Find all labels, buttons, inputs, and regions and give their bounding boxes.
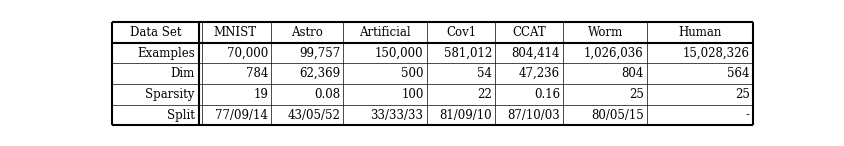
Text: 150,000: 150,000 — [375, 47, 424, 60]
Text: Data Set: Data Set — [130, 26, 181, 39]
Text: Artificial: Artificial — [360, 26, 411, 39]
Text: 80/05/15: 80/05/15 — [591, 109, 644, 122]
Text: Examples: Examples — [137, 47, 195, 60]
Text: 62,369: 62,369 — [299, 67, 340, 80]
Text: 99,757: 99,757 — [299, 47, 340, 60]
Text: CCAT: CCAT — [512, 26, 546, 39]
Text: 33/33/33: 33/33/33 — [371, 109, 424, 122]
Text: MNIST: MNIST — [214, 26, 257, 39]
Text: 0.16: 0.16 — [534, 88, 560, 101]
Text: Human: Human — [679, 26, 722, 39]
Text: 784: 784 — [246, 67, 268, 80]
Text: 581,012: 581,012 — [444, 47, 492, 60]
Text: 77/09/14: 77/09/14 — [215, 109, 268, 122]
Text: 81/09/10: 81/09/10 — [439, 109, 492, 122]
Text: 804,414: 804,414 — [511, 47, 560, 60]
Text: 100: 100 — [401, 88, 424, 101]
Text: 47,236: 47,236 — [519, 67, 560, 80]
Text: 564: 564 — [728, 67, 749, 80]
Text: Split: Split — [167, 109, 195, 122]
Text: 15,028,326: 15,028,326 — [683, 47, 749, 60]
Text: 43/05/52: 43/05/52 — [287, 109, 340, 122]
Text: 1,026,036: 1,026,036 — [584, 47, 644, 60]
Text: Cov1: Cov1 — [446, 26, 476, 39]
Text: 500: 500 — [401, 67, 424, 80]
Text: 54: 54 — [477, 67, 492, 80]
Text: 19: 19 — [253, 88, 268, 101]
Text: 804: 804 — [621, 67, 644, 80]
Text: -: - — [746, 109, 749, 122]
Text: Astro: Astro — [291, 26, 323, 39]
Text: 22: 22 — [477, 88, 492, 101]
Text: 0.08: 0.08 — [314, 88, 340, 101]
Text: Worm: Worm — [587, 26, 623, 39]
Text: 25: 25 — [735, 88, 749, 101]
Text: 87/10/03: 87/10/03 — [507, 109, 560, 122]
Text: Sparsity: Sparsity — [145, 88, 195, 101]
Text: Dim: Dim — [170, 67, 195, 80]
Text: 25: 25 — [629, 88, 644, 101]
Text: 70,000: 70,000 — [227, 47, 268, 60]
